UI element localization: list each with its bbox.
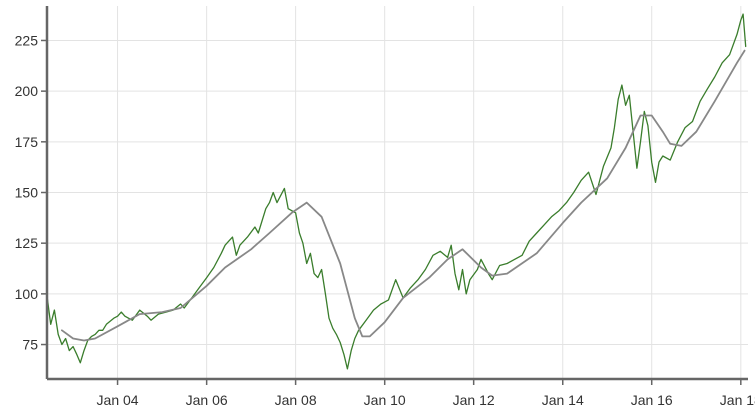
series-group xyxy=(46,13,747,370)
moving-average-line xyxy=(61,49,746,342)
grid xyxy=(47,6,748,379)
x-tick-label: Jan 12 xyxy=(453,392,495,408)
x-tick-label: Jan 10 xyxy=(364,392,406,408)
price-series-line xyxy=(46,13,747,370)
y-tick-label: 175 xyxy=(15,134,39,150)
y-tick-label: 150 xyxy=(15,185,39,201)
x-tick-label: Jan 14 xyxy=(542,392,584,408)
x-tick-label: Jan 18 xyxy=(720,392,755,408)
x-tick-label: Jan 04 xyxy=(97,392,139,408)
y-tick-label: 125 xyxy=(15,235,39,251)
y-tick-label: 100 xyxy=(15,286,39,302)
x-tick-label: Jan 08 xyxy=(275,392,317,408)
y-tick-label: 75 xyxy=(22,337,38,353)
axes: 75 100 125 150 175 200 225 Jan 04 Jan 06 Jan 08 Ja… xyxy=(15,6,755,408)
x-tick-label: Jan 16 xyxy=(631,392,673,408)
y-tick-label: 200 xyxy=(15,83,39,99)
y-tick-label: 225 xyxy=(15,32,39,48)
x-tick-label: Jan 06 xyxy=(186,392,228,408)
